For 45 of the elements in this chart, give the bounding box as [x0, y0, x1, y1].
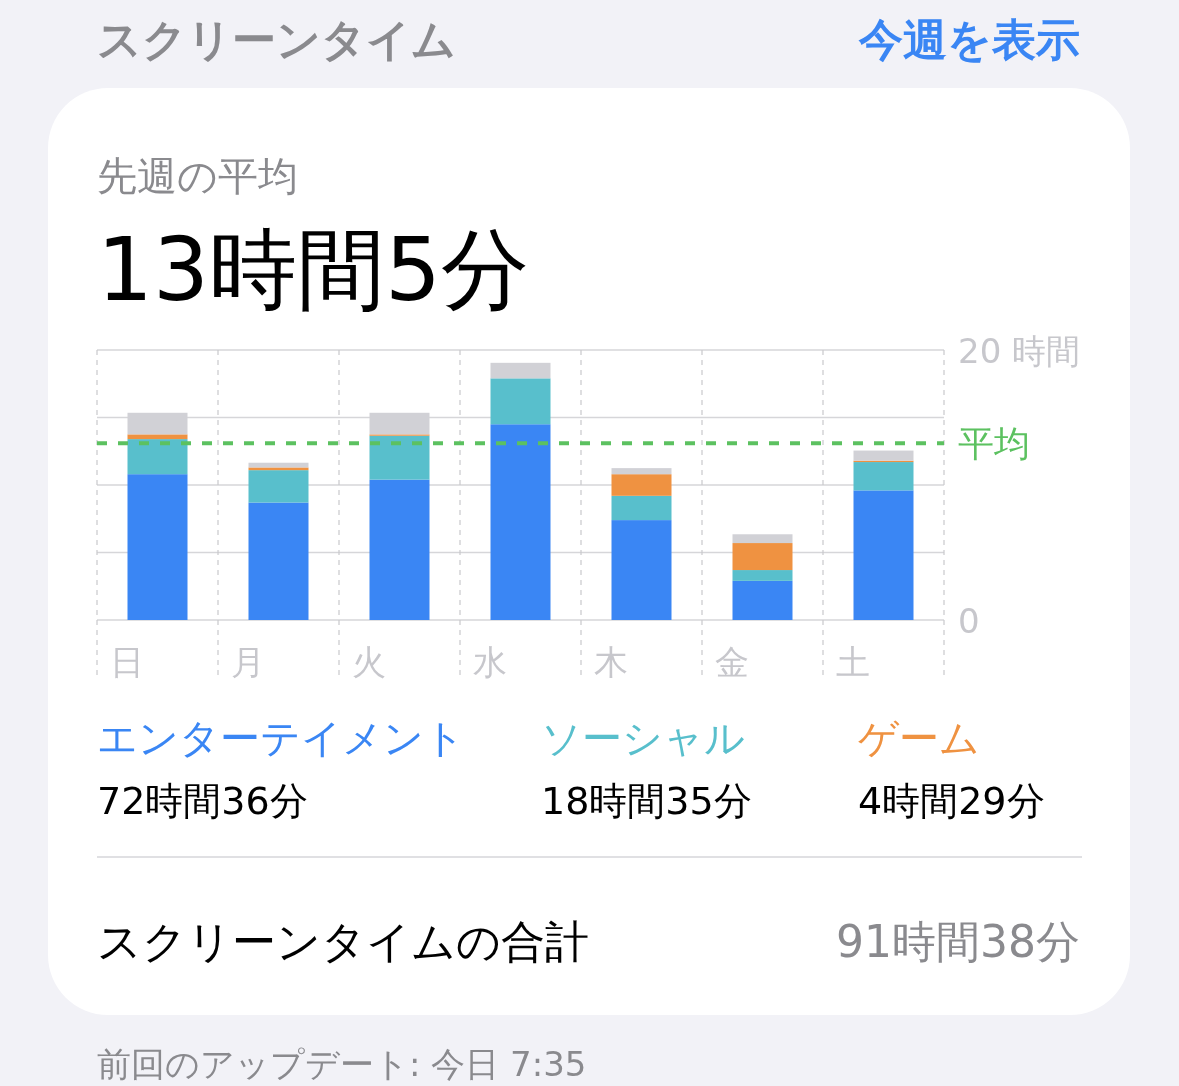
text: 13時間5分: [97, 218, 529, 321]
legend-item: ゲーム: [858, 715, 980, 761]
y-tick-label: 0: [958, 601, 980, 641]
text: 72時間36分: [97, 779, 308, 823]
bar: [490, 424, 551, 620]
bar: [248, 502, 309, 620]
x-tick-label: 金: [715, 642, 749, 682]
bar: [490, 362, 551, 379]
text: スクリーンタイムの合計: [97, 916, 589, 967]
bar: [611, 474, 672, 496]
bar: [611, 495, 672, 521]
chart-title: スクリーンタイム: [97, 14, 456, 65]
text: 91時間38分: [836, 916, 1080, 967]
bar: [127, 439, 188, 475]
text: 前回のアップデート: 今日 7:35: [97, 1044, 587, 1084]
text: 18時間35分: [541, 779, 752, 823]
bar: [369, 435, 430, 480]
x-tick-label: 月: [231, 642, 265, 682]
text: 4時間29分: [858, 779, 1045, 823]
bar: [248, 470, 309, 503]
legend-item: ソーシャル: [541, 715, 745, 761]
bar: [611, 520, 672, 620]
x-tick-label: 木: [594, 642, 628, 682]
legend-item: エンターテイメント: [97, 715, 465, 761]
bar: [611, 468, 672, 475]
bar: [127, 474, 188, 620]
bar: [732, 580, 793, 620]
x-tick-label: 土: [836, 642, 870, 682]
bar: [732, 543, 793, 571]
bar: [732, 570, 793, 581]
bar: [853, 450, 914, 461]
bar: [490, 378, 551, 425]
chart-subtitle: 先週の平均: [97, 153, 298, 199]
text: 今週を表示: [858, 14, 1080, 65]
bar: [369, 479, 430, 620]
x-tick-label: 火: [352, 642, 386, 682]
bar: [853, 490, 914, 620]
bar: [732, 534, 793, 544]
x-tick-label: 水: [473, 642, 507, 682]
bar: [248, 467, 309, 471]
ref-line-label: 平均: [958, 423, 1030, 465]
y-tick-label: 20 時間: [958, 331, 1081, 371]
bar: [853, 462, 914, 491]
x-tick-label: 日: [110, 642, 144, 682]
bar: [127, 434, 188, 440]
